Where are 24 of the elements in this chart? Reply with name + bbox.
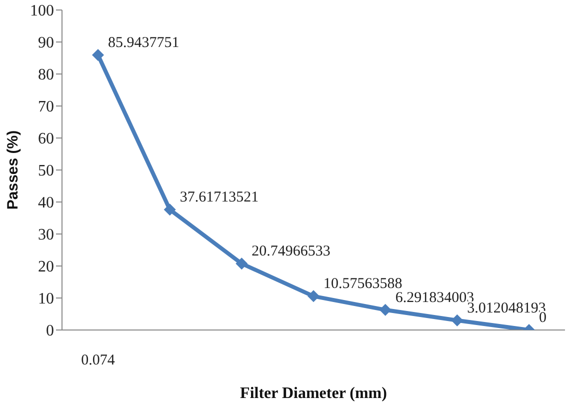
x-tick-label: 0.074 [81,352,116,369]
y-tick-label: 70 [38,98,54,116]
y-tick-label: 10 [38,290,54,308]
data-label: 20.74966533 [252,244,330,260]
data-label: 85.9437751 [108,34,180,51]
data-label: 10.57563588 [324,276,402,292]
y-tick-label: 0 [46,322,54,340]
point [92,48,104,61]
y-tick-label: 30 [38,226,54,244]
x-axis-title: Filter Diameter (mm) [240,385,387,402]
y-tick-label: 20 [38,258,54,276]
point [308,290,320,302]
y-tick-label: 80 [38,66,54,84]
y-axis-title: Passes (%) [4,130,22,210]
y-tick-label: 60 [38,130,54,148]
data-label: 37.61713521 [180,190,259,206]
point [379,304,392,316]
point [236,258,248,270]
point [451,314,464,326]
y-tick-label: 100 [30,2,54,20]
point [164,204,176,216]
y-tick-label: 50 [38,162,54,180]
y-tick-label: 90 [38,34,54,52]
y-tick-label: 40 [38,194,54,212]
